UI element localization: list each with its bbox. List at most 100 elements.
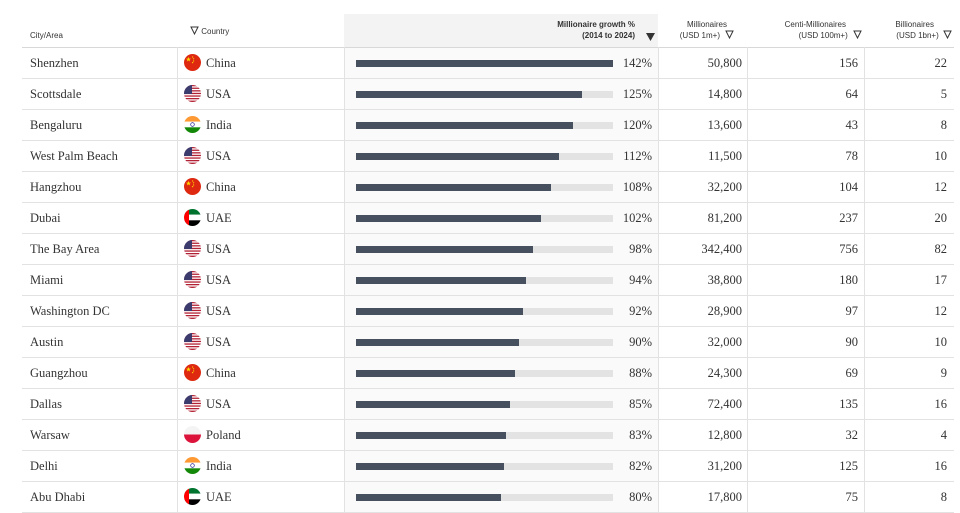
city-cell: Austin [30, 335, 64, 349]
millionaires-cell: 14,800 [707, 87, 742, 101]
growth-cell: 108% [622, 180, 652, 194]
column-divider [344, 47, 345, 513]
city-cell: Delhi [30, 459, 58, 473]
millionaires-cell: 13,600 [707, 118, 742, 132]
header-country[interactable]: Country [190, 26, 229, 59]
millionaires-cell: 72,400 [707, 397, 742, 411]
centi-millionaires-cell: 97 [845, 304, 859, 318]
header-growth-line1: Millionaire growth % [557, 20, 635, 29]
growth-bar-fill [356, 432, 507, 439]
growth-bar-fill [356, 91, 583, 98]
growth-bar-track [356, 122, 613, 129]
sort-descending-active-icon [646, 33, 655, 41]
table-row[interactable]: Miami USA 94% 38,800 180 17 [22, 265, 954, 296]
growth-bar-track [356, 277, 613, 284]
growth-bar-fill [356, 339, 519, 346]
table-row[interactable]: Washington DC USA 92% 28,900 97 12 [22, 296, 954, 327]
growth-cell: 88% [629, 366, 652, 380]
growth-bar-fill [356, 401, 510, 408]
billionaires-cell: 16 [934, 459, 948, 473]
usa-flag-icon [184, 302, 201, 319]
country-cell: India [206, 118, 232, 132]
header-billionaires[interactable]: Billionaires (USD 1bn+) [890, 19, 952, 52]
table-row[interactable]: West Palm Beach USA 112% 11,500 78 10 [22, 141, 954, 172]
poland-flag-icon [184, 426, 201, 443]
growth-bar-track [356, 91, 613, 98]
header-centi-line1: Centi-Millionaires [784, 20, 846, 29]
table-body: Shenzhen China 142% 50,800 156 22 Scottsdale US… [22, 48, 954, 513]
country-cell: USA [206, 335, 232, 349]
header-millionaires[interactable]: Millionaires (USD 1m+) [672, 19, 742, 52]
column-divider [177, 47, 178, 513]
growth-bar-track [356, 494, 613, 501]
billionaires-cell: 22 [934, 56, 948, 70]
millionaires-cell: 24,300 [707, 366, 742, 380]
billionaires-cell: 82 [934, 242, 948, 256]
table-row[interactable]: Warsaw Poland 83% 12,800 32 4 [22, 420, 954, 451]
millionaires-cell: 31,200 [707, 459, 742, 473]
table-row[interactable]: Abu Dhabi UAE 80% 17,800 75 8 [22, 482, 954, 513]
city-cell: Abu Dhabi [30, 490, 86, 504]
header-centi-line2: (USD 100m+) [798, 31, 848, 40]
header-city[interactable]: City/Area [30, 31, 63, 64]
growth-bar-fill [356, 153, 559, 160]
billionaires-cell: 8 [940, 118, 947, 132]
header-millionaires-line1: Millionaires [686, 20, 727, 29]
city-cell: Bengaluru [30, 118, 83, 132]
growth-bar-fill [356, 370, 516, 377]
table-row[interactable]: Scottsdale USA 125% 14,800 64 5 [22, 79, 954, 110]
column-divider [864, 47, 865, 513]
city-cell: Shenzhen [30, 56, 79, 70]
table-row[interactable]: Delhi India 82% 31,200 125 16 [22, 451, 954, 482]
sort-outline-icon [943, 30, 952, 40]
billionaires-cell: 5 [940, 87, 947, 101]
china-flag-icon [184, 54, 201, 71]
growth-bar-fill [356, 60, 613, 67]
growth-bar-track [356, 215, 613, 222]
centi-millionaires-cell: 32 [845, 428, 859, 442]
growth-header-background [344, 14, 658, 47]
table-row[interactable]: Dubai UAE 102% 81,200 237 20 [22, 203, 954, 234]
growth-bar-fill [356, 246, 534, 253]
country-cell: India [206, 459, 232, 473]
millionaire-growth-table: City/Area Country Millionaire growth % (… [22, 14, 954, 513]
millionaires-cell: 17,800 [707, 490, 742, 504]
billionaires-cell: 10 [934, 149, 948, 163]
table-row[interactable]: Shenzhen China 142% 50,800 156 22 [22, 48, 954, 79]
country-cell: USA [206, 397, 232, 411]
header-growth[interactable]: Millionaire growth % (2014 to 2024) [542, 19, 657, 52]
growth-bar-track [356, 246, 613, 253]
centi-millionaires-cell: 156 [839, 56, 858, 70]
millionaires-cell: 11,500 [708, 149, 742, 163]
uae-flag-icon [184, 488, 201, 505]
table-row[interactable]: Austin USA 90% 32,000 90 10 [22, 327, 954, 358]
country-cell: USA [206, 242, 232, 256]
centi-millionaires-cell: 237 [839, 211, 858, 225]
country-cell: USA [206, 273, 232, 287]
country-cell: USA [206, 87, 232, 101]
billionaires-cell: 9 [940, 366, 947, 380]
centi-millionaires-cell: 78 [845, 149, 859, 163]
sort-outline-icon [190, 26, 199, 36]
billionaires-cell: 8 [940, 490, 947, 504]
table-row[interactable]: Guangzhou China 88% 24,300 69 9 [22, 358, 954, 389]
growth-cell: 92% [629, 304, 652, 318]
table-header: City/Area Country Millionaire growth % (… [22, 14, 954, 48]
header-growth-line2: (2014 to 2024) [582, 31, 635, 40]
table-row[interactable]: The Bay Area USA 98% 342,400 756 82 [22, 234, 954, 265]
growth-bar-track [356, 339, 613, 346]
usa-flag-icon [184, 333, 201, 350]
city-cell: Guangzhou [30, 366, 88, 380]
millionaires-cell: 32,200 [707, 180, 742, 194]
centi-millionaires-cell: 104 [839, 180, 858, 194]
table-row[interactable]: Dallas USA 85% 72,400 135 16 [22, 389, 954, 420]
millionaires-cell: 28,900 [707, 304, 742, 318]
table-row[interactable]: Bengaluru India 120% 13,600 43 8 [22, 110, 954, 141]
header-centi[interactable]: Centi-Millionaires (USD 100m+) [772, 19, 862, 52]
growth-cell: 83% [629, 428, 652, 442]
table-row[interactable]: Hangzhou China 108% 32,200 104 12 [22, 172, 954, 203]
city-cell: West Palm Beach [30, 149, 118, 163]
growth-bar-fill [356, 122, 574, 129]
centi-millionaires-cell: 43 [845, 118, 859, 132]
centi-millionaires-cell: 75 [845, 490, 859, 504]
